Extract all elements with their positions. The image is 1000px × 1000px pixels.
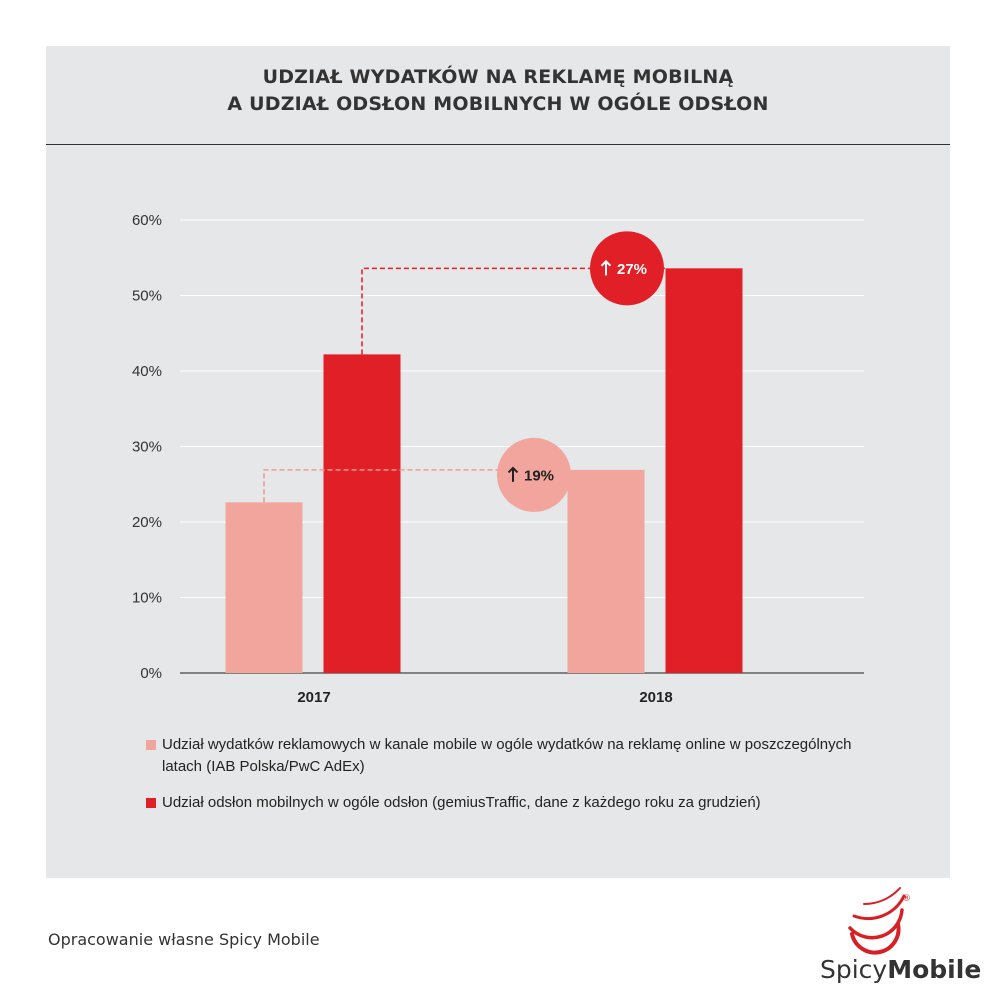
title-line-1: UDZIAŁ WYDATKÓW NA REKLAMĘ MOBILNĄ [262, 66, 734, 88]
growth-connector-pageviews [361, 267, 666, 355]
spicy-mobile-logo-icon [848, 887, 906, 955]
y-tick-label: 50% [132, 288, 162, 305]
x-tick-label: 2018 [639, 689, 672, 706]
bar-pageviews-2018 [665, 268, 743, 673]
y-tick-label: 20% [132, 514, 162, 531]
growth-connector-ad-spend [263, 469, 568, 503]
bar-ad-spend-2017 [225, 502, 303, 673]
growth-label: 19% [524, 467, 554, 484]
title-line-2: A UDZIAŁ ODSŁON MOBILNYCH W OGÓLE ODSŁON [227, 93, 769, 115]
up-arrow-icon [507, 466, 519, 482]
y-tick-label: 60% [132, 212, 162, 229]
logo-word-spicy: Spicy [820, 955, 888, 984]
x-tick-label: 2017 [297, 689, 330, 706]
title-divider [46, 144, 950, 145]
bar-ad-spend-2018 [567, 469, 645, 673]
legend-item-ad-spend: Udział wydatków reklamowych w kanale mob… [146, 734, 876, 778]
y-tick-label: 30% [132, 439, 162, 456]
legend-label-ad-spend-2: latach (IAB Polska/PwC AdEx) [162, 758, 365, 775]
legend-item-pageviews: Udział odsłon mobilnych w ogóle odsłon (… [146, 792, 876, 814]
growth-badge-ad-spend [497, 437, 571, 512]
logo-word-mobile: Mobile [887, 955, 982, 984]
growth-label: 27% [617, 261, 647, 278]
legend-swatch-pageviews [146, 798, 156, 808]
legend-swatch-ad-spend [146, 740, 156, 750]
y-tick-label: 10% [132, 590, 162, 607]
y-tick-label: 40% [132, 363, 162, 380]
logo-wordmark: SpicyMobile [820, 955, 981, 984]
bar-chart: 0% 10% 20% 30% 40% 50% 60% 2017 2018 19% 27% [132, 212, 864, 706]
y-tick-label: 0% [140, 665, 162, 682]
chart-title: UDZIAŁ WYDATKÓW NA REKLAMĘ MOBILNĄ A UDZ… [46, 64, 950, 118]
legend: Udział wydatków reklamowych w kanale mob… [146, 734, 876, 828]
up-arrow-icon [600, 259, 612, 276]
legend-label-pageviews: Udział odsłon mobilnych w ogóle odsłon (… [162, 794, 761, 811]
growth-badge-pageviews [590, 231, 664, 306]
chart-panel: UDZIAŁ WYDATKÓW NA REKLAMĘ MOBILNĄ A UDZ… [46, 46, 950, 878]
bar-pageviews-2017 [323, 354, 401, 673]
legend-label-ad-spend-1: Udział wydatków reklamowych w kanale mob… [162, 736, 852, 753]
footer-note: Opracowanie własne Spicy Mobile [48, 930, 320, 949]
registered-mark: ® [902, 894, 911, 904]
